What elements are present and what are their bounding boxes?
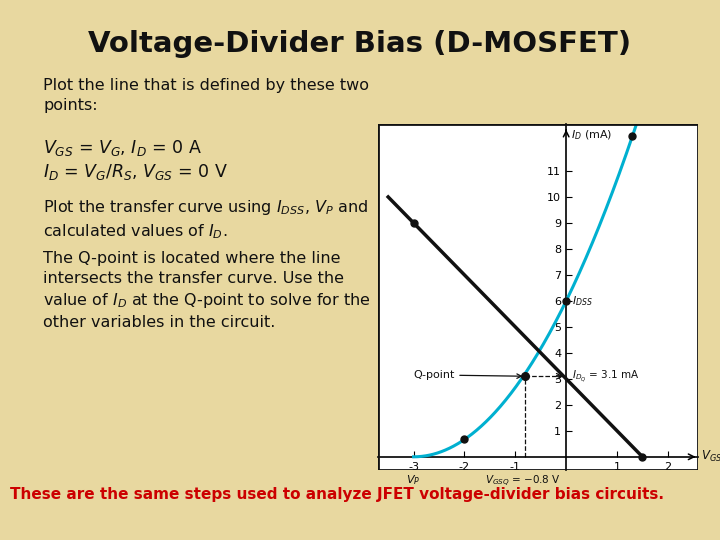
Bar [378,124,698,470]
Text: $V_{GS}$ = $V_G$, $I_D$ = 0 A: $V_{GS}$ = $V_G$, $I_D$ = 0 A [43,138,202,158]
Text: Plot the transfer curve using $I_{DSS}$, $V_P$ and
calculated values of $I_D$.: Plot the transfer curve using $I_{DSS}$,… [43,198,369,241]
Text: Voltage-Divider Bias (D-MOSFET): Voltage-Divider Bias (D-MOSFET) [89,30,631,58]
Text: The Q-point is located where the line
intersects the transfer curve. Use the
val: The Q-point is located where the line in… [43,251,371,330]
Text: $V_P$: $V_P$ [407,474,420,488]
Text: Plot the line that is defined by these two
points:: Plot the line that is defined by these t… [43,78,369,113]
Text: $I_{DSS}$: $I_{DSS}$ [572,294,593,308]
Text: $V_{GSQ}$ = $-$0.8 V: $V_{GSQ}$ = $-$0.8 V [485,474,561,489]
Text: $I_D$ (mA): $I_D$ (mA) [571,128,613,141]
Text: $V_{GS}$: $V_{GS}$ [701,449,720,464]
Text: These are the same steps used to analyze JFET voltage-divider bias circuits.: These are the same steps used to analyze… [10,487,664,502]
Text: $I_{D_Q}$ = 3.1 mA: $I_{D_Q}$ = 3.1 mA [572,368,639,384]
Text: Q-point: Q-point [413,370,521,380]
Text: $I_D$ = $V_G$/$R_S$, $V_{GS}$ = 0 V: $I_D$ = $V_G$/$R_S$, $V_{GS}$ = 0 V [43,162,228,182]
